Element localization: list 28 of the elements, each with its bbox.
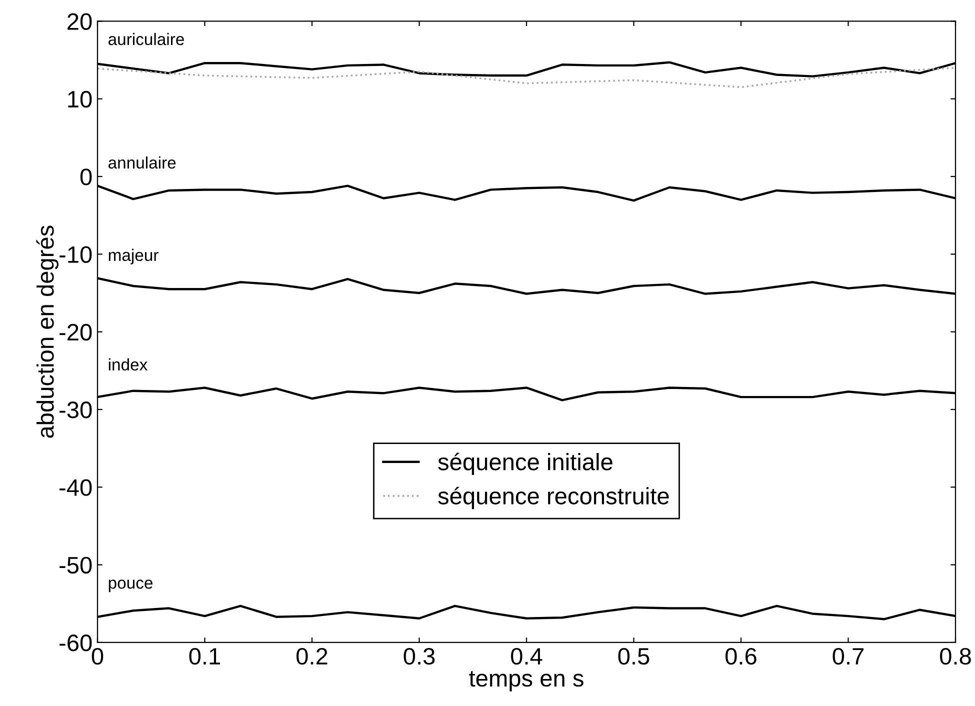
x-tick-label: 0.8	[940, 648, 971, 665]
annotation: index	[108, 358, 148, 371]
x-tick-label: 0.5	[618, 648, 650, 665]
x-tick-label: 0.7	[832, 648, 864, 665]
x-tick-label: 0.3	[404, 648, 435, 665]
annotation: pouce	[108, 580, 152, 592]
line-series	[98, 66, 956, 88]
y-tick-label: 10	[68, 90, 92, 108]
annotation: majeur	[108, 248, 158, 264]
y-tick-label: 20	[68, 13, 92, 30]
x-tick-label: 0.4	[511, 648, 542, 665]
y-tick-label: -50	[60, 556, 92, 574]
annotation: auriculaire	[108, 32, 184, 46]
y-tick-label: 0	[80, 168, 92, 186]
y-tick-label: -20	[60, 324, 92, 341]
x-tick-label: 0	[92, 648, 104, 665]
x-tick-label: 0.6	[726, 648, 756, 665]
legend-label: séquence reconstruite	[438, 486, 669, 510]
x-tick-label: 0.1	[189, 648, 220, 665]
y-tick-label: -30	[60, 402, 92, 418]
annotation: annulaire	[108, 156, 176, 169]
x-tick-label: 0.2	[296, 648, 328, 665]
y-axis-title: abduction en degrés	[36, 226, 59, 438]
y-tick-label: -10	[60, 246, 92, 263]
legend-label: séquence initiale	[438, 452, 612, 476]
x-axis-title: temps en s	[469, 671, 584, 692]
y-tick-label: -40	[60, 479, 92, 496]
y-tick-label: -60	[60, 634, 92, 652]
